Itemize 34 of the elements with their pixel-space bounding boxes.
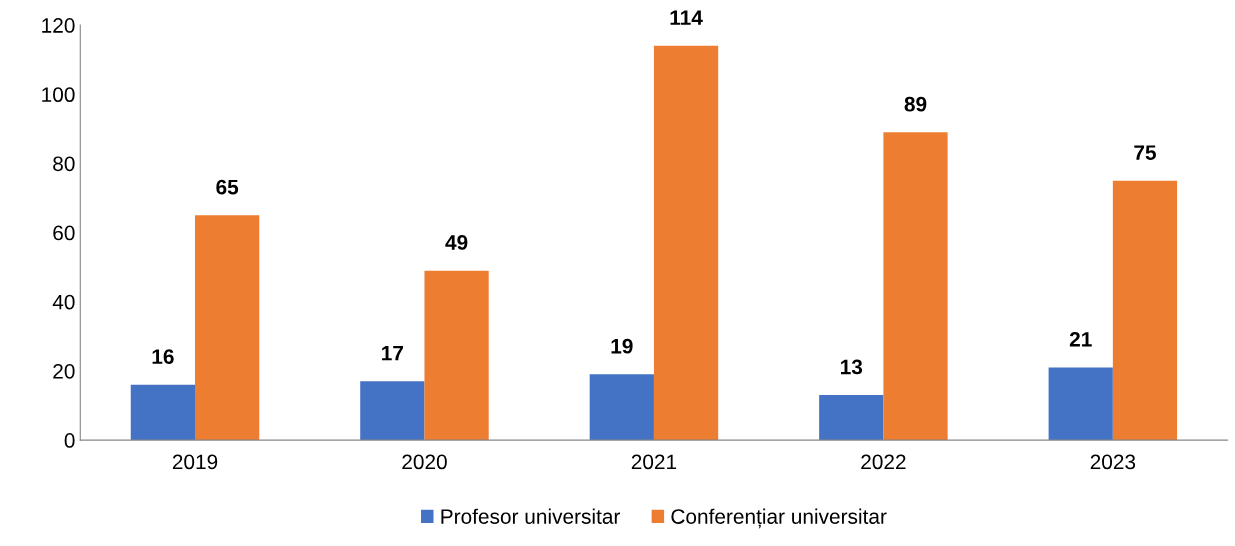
data-label: 65 [216,179,239,195]
data-label: 21 [1069,331,1092,347]
data-label: 49 [445,235,468,250]
data-label: 114 [670,10,703,25]
y-tick-label: 0 [64,433,75,448]
x-tick-label: 2022 [861,454,906,470]
bar [195,215,260,441]
data-label: 16 [152,349,174,364]
y-tick-label: 20 [53,363,75,379]
bar [130,384,196,441]
x-tick-label: 2019 [172,454,218,470]
x-tick-label: 2023 [1090,454,1136,470]
y-tick-label: 100 [42,87,75,103]
y-tick-label: 80 [53,156,75,172]
data-label: 19 [611,338,633,354]
x-tick-label: 2020 [402,454,447,470]
data-label: 17 [382,345,404,361]
bar [653,45,719,441]
bar [1112,180,1178,441]
y-tick-label: 60 [53,225,75,241]
bar [360,381,425,441]
data-label: 13 [841,359,863,375]
bar [883,132,948,441]
legend-label: Conferențiar universitar [671,508,887,529]
bar [819,395,884,441]
bar [589,374,654,441]
bar [424,270,489,441]
data-label: 89 [904,96,927,112]
y-tick-label: 40 [52,294,75,310]
legend-label: Profesor universitar [441,508,621,524]
bar [1048,367,1113,441]
x-tick-label: 2021 [631,454,677,470]
data-label: 75 [1134,145,1156,160]
y-tick-label: 120 [42,18,75,33]
